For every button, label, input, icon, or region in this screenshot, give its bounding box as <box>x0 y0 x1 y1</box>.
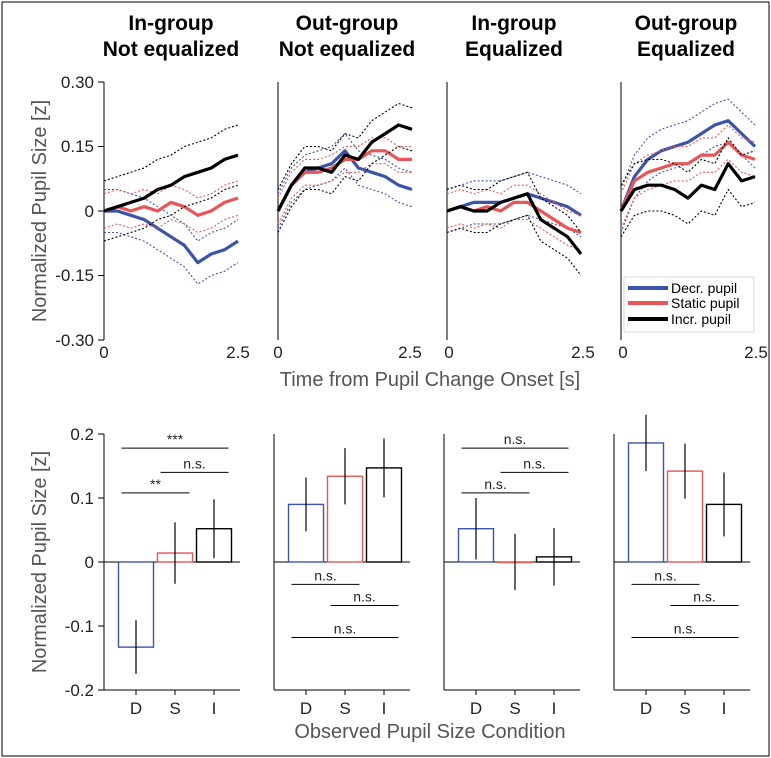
panel-2-significance-label: n.s. <box>334 621 357 637</box>
panel-4-static-pupil-lower-ci <box>620 158 756 229</box>
legend-label-static: Static pupil <box>671 295 739 311</box>
panel-3-decr-pupil-upper-ci <box>446 171 582 195</box>
panel-1-incr-pupil-lower-ci <box>103 184 239 242</box>
top-x-axis-label: Time from Pupil Change Onset [s] <box>280 369 581 391</box>
panel-1-decr-pupil-line <box>104 209 239 265</box>
panel-2-static-pupil-line <box>276 149 412 212</box>
panel-1-significance-label: *** <box>167 431 184 447</box>
panel-2-incr-pupil-upper-ci <box>277 102 413 190</box>
top-y-axis-label: Normalized Pupil Size [z] <box>29 100 51 322</box>
top-ytick-label: -0.30 <box>55 331 94 350</box>
panel-4-significance-label: n.s. <box>693 589 716 605</box>
panel-1-incr-pupil-upper-ci <box>103 124 239 182</box>
panel-3-significance-label: n.s. <box>484 476 507 492</box>
bottom-ytick-label: 0 <box>85 553 94 572</box>
top-ytick-label: 0.30 <box>61 73 94 92</box>
bottom-xtick-label: I <box>212 699 217 718</box>
bottom-xtick-label: D <box>300 699 312 718</box>
panel-3-static-pupil-lower-ci <box>446 219 582 251</box>
panel-3-significance-label: n.s. <box>523 455 546 471</box>
panel-3-title-line1: In-group <box>471 12 556 35</box>
top-xtick-label: 2.5 <box>226 343 250 362</box>
panel-4-incr-pupil-line <box>619 162 756 212</box>
panel-4-significance-label: n.s. <box>654 567 677 583</box>
bottom-x-axis-label: Observed Pupil Size Condition <box>294 721 565 743</box>
panel-2-incr-pupil-lower-ci <box>277 145 413 233</box>
bottom-xtick-label: D <box>640 699 652 718</box>
panel-2-title-line2: Not equalized <box>279 38 416 61</box>
panel-2-incr-pupil-line <box>276 123 413 212</box>
panel-1-title-line2: Not equalized <box>103 38 240 61</box>
top-ytick-label: -0.15 <box>55 266 94 285</box>
legend-label-decr: Decr. pupil <box>671 280 737 296</box>
panel-2-significance-label: n.s. <box>353 589 376 605</box>
panel-4-significance-label: n.s. <box>674 621 697 637</box>
top-xtick-label: 2.5 <box>398 343 422 362</box>
panel-2-static-pupil-lower-ci <box>277 163 412 225</box>
panel-1-significance-label: n.s. <box>183 455 206 471</box>
panel-2-decr-pupil-lower-ci <box>277 167 413 229</box>
bottom-ytick-label: -0.1 <box>65 617 94 636</box>
legend: Decr. pupil Static pupil Incr. pupil <box>623 276 755 333</box>
bottom-xtick-label: S <box>169 699 180 718</box>
top-xtick-label: 2.5 <box>744 343 768 362</box>
top-xtick-label: 0 <box>618 343 627 362</box>
panel-3-static-pupil-upper-ci <box>446 184 582 216</box>
bottom-xtick-label: D <box>130 699 142 718</box>
top-ytick-label: 0 <box>85 202 94 221</box>
panel-2-static-pupil-upper-ci <box>277 137 412 199</box>
panel-4-static-pupil-upper-ci <box>620 124 756 195</box>
bottom-xtick-label: I <box>552 699 557 718</box>
panel-1-static-pupil-line <box>103 196 239 217</box>
bottom-ytick-label: 0.1 <box>70 489 94 508</box>
bottom-xtick-label: S <box>679 699 690 718</box>
top-line-series-group <box>103 98 757 285</box>
panel-3-incr-pupil-line <box>446 192 583 255</box>
top-xtick-label: 0 <box>273 343 282 362</box>
bottom-ytick-label: 0.2 <box>70 425 94 444</box>
bottom-y-axis-label: Normalized Pupil Size [z] <box>29 451 51 673</box>
bottom-bars-group: D S I*****n.s.D S In.s.n.s.n.s.D S In.s.n.s.n.… <box>104 414 750 718</box>
bottom-ytick-label: -0.2 <box>65 681 94 700</box>
top-ytick-label: 0.15 <box>61 137 94 156</box>
panel-3-title-line2: Equalized <box>465 38 563 61</box>
panel-1-static-pupil-lower-ci <box>103 214 239 234</box>
panel-4-title-line2: Equalized <box>637 38 735 61</box>
top-xtick-label: 0 <box>99 343 108 362</box>
bottom-xtick-label: S <box>509 699 520 718</box>
panel-1-significance-label: ** <box>150 476 161 492</box>
bottom-xtick-label: I <box>722 699 727 718</box>
bottom-xtick-label: D <box>470 699 482 718</box>
panel-2-significance-label: n.s. <box>314 567 337 583</box>
panel-1-title-line1: In-group <box>128 12 213 35</box>
panel-2-decr-pupil-upper-ci <box>277 132 413 195</box>
bottom-xtick-label: S <box>339 699 350 718</box>
panel-1-decr-pupil-lower-ci <box>104 231 239 285</box>
top-xtick-label: 2.5 <box>571 343 595 362</box>
bottom-xtick-label: I <box>382 699 387 718</box>
panel-4-static-pupil-line <box>619 140 756 212</box>
panel-4-title-line1: Out-group <box>635 12 738 35</box>
panel-4-decr-pupil-line <box>619 119 757 212</box>
panel-2-title-line1: Out-group <box>296 12 399 35</box>
panel-1-incr-pupil-line <box>103 153 239 213</box>
legend-label-incr: Incr. pupil <box>671 311 731 327</box>
panel-3-significance-label: n.s. <box>504 431 527 447</box>
top-xtick-label: 0 <box>444 343 453 362</box>
